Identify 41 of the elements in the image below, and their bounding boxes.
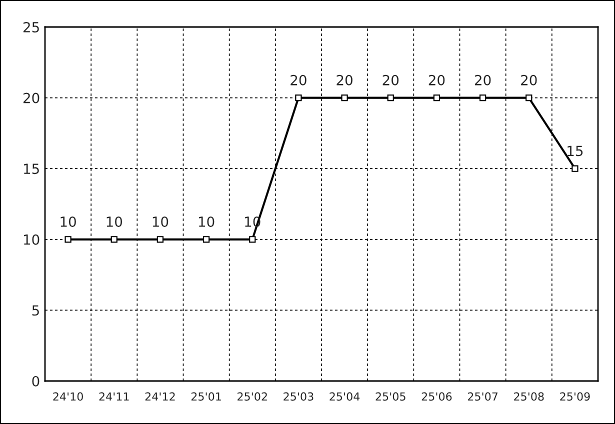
y-tick-label: 5 [32, 305, 39, 316]
x-tick-label: 25'08 [514, 392, 544, 401]
data-label: 20 [382, 74, 399, 86]
point [249, 236, 256, 243]
data-label: 10 [198, 216, 214, 227]
y-tick-label: 25 [23, 22, 39, 32]
point [64, 236, 72, 243]
data-label: 10 [106, 216, 122, 227]
point [341, 94, 348, 102]
x-tick-label: 25'09 [560, 392, 590, 401]
point [479, 94, 486, 102]
point [156, 236, 164, 243]
data-label: 20 [521, 74, 537, 86]
x-tick-label: 25'03 [284, 392, 314, 401]
x-tick-label: 25'04 [330, 392, 360, 401]
point [202, 236, 210, 243]
x-tick-label: 25'01 [191, 392, 221, 401]
point [387, 94, 394, 102]
y-tick-label: 15 [24, 164, 39, 174]
y-tick-label: 20 [23, 92, 40, 104]
data-label: 10 [152, 216, 168, 227]
y-tick-label: 0 [32, 376, 40, 386]
x-tick-label: 25'05 [376, 392, 406, 401]
x-tick-label: 24'12 [145, 392, 175, 401]
y-tick-label: 10 [24, 234, 40, 245]
data-label: 15 [568, 146, 583, 156]
point [433, 94, 440, 102]
point [295, 94, 302, 102]
data-label: 20 [474, 74, 491, 86]
data-label: 20 [290, 74, 306, 86]
point [110, 236, 118, 243]
x-tick-label: 24'11 [99, 392, 129, 401]
data-label: 20 [336, 74, 352, 86]
data-label: 10 [60, 216, 76, 227]
point [526, 94, 532, 102]
x-tick-label: 25'06 [422, 392, 452, 401]
x-tick-label: 25'02 [238, 392, 267, 401]
point [572, 165, 578, 172]
data-label: 20 [428, 74, 445, 86]
x-tick-label: 25'07 [468, 392, 498, 401]
x-tick-label: 24'10 [53, 392, 83, 401]
